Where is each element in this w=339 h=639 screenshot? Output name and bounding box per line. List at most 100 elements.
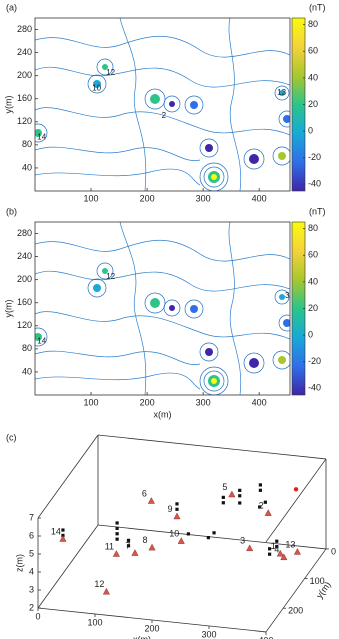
estimate-point xyxy=(115,537,119,541)
x-tick-label: 400 xyxy=(252,193,267,203)
source-label: 9 xyxy=(167,504,172,514)
y-tick-label: 120 xyxy=(17,116,32,126)
colorbar-tick-label: 60 xyxy=(308,46,318,56)
source-point xyxy=(59,535,67,542)
y-tick-label: 280 xyxy=(17,228,32,238)
y-tick-label: 100 xyxy=(310,576,325,586)
source-label: 10 xyxy=(169,529,179,539)
colorbar-tick-label: -40 xyxy=(308,383,321,393)
x-axis-label: x(m) xyxy=(133,634,151,639)
y-tick-label: 200 xyxy=(288,606,303,616)
estimate-point xyxy=(186,532,190,536)
estimate-point xyxy=(238,501,242,505)
colorbar-label: (nT) xyxy=(309,206,326,216)
source-label: 13 xyxy=(285,539,295,549)
y-tick-label: 200 xyxy=(17,70,32,80)
y-tick-label: 120 xyxy=(17,320,32,330)
estimate-point xyxy=(238,488,242,492)
contour-field xyxy=(35,222,290,395)
y-tick-label: 80 xyxy=(22,343,32,353)
estimate-point xyxy=(175,502,179,506)
colorbar-tick-label: 0 xyxy=(308,329,313,339)
z-tick-label: 7 xyxy=(29,512,34,522)
estimate-point xyxy=(115,526,119,530)
colorbar-tick-label: 0 xyxy=(308,125,313,135)
source-point xyxy=(276,549,284,557)
colorbar-tick-label: -20 xyxy=(308,356,321,366)
colorbar-tick-label: 40 xyxy=(308,276,318,286)
source-label: 8 xyxy=(143,535,148,545)
source-point xyxy=(293,487,299,492)
panel-label: (c) xyxy=(6,432,17,442)
y-tick-label: 40 xyxy=(22,162,32,172)
source-label: 5 xyxy=(222,482,227,492)
source-point xyxy=(228,490,236,498)
y-tick-label: 280 xyxy=(17,24,32,34)
y-axis-label: y(m) xyxy=(3,96,13,114)
contour-field xyxy=(35,18,290,191)
y-tick-label: 0 xyxy=(331,546,336,556)
colorbar-tick-label: -40 xyxy=(308,179,321,189)
y-axis-label: y(m) xyxy=(3,300,13,318)
colorbar-tick-label: 40 xyxy=(308,72,318,82)
plot-frame xyxy=(34,221,291,396)
box-edge xyxy=(97,524,327,550)
x-tick-label: 0 xyxy=(35,611,40,621)
estimate-point xyxy=(258,488,262,492)
colorbar-tick-label: 80 xyxy=(308,19,318,29)
estimate-point xyxy=(212,531,216,535)
panel-label: (b) xyxy=(6,206,17,216)
colorbar-tick-label: -20 xyxy=(308,152,321,162)
estimate-point xyxy=(268,547,272,551)
source-point xyxy=(173,512,181,520)
source-point xyxy=(280,553,288,561)
y-tick-label: 80 xyxy=(22,139,32,149)
x-tick-label: 400 xyxy=(252,397,267,407)
source-point xyxy=(177,537,185,544)
y-tick-label: 40 xyxy=(22,366,32,376)
source-label: 11 xyxy=(105,541,114,551)
colorbar-tick-label: 60 xyxy=(308,250,318,260)
y-tick-label: 200 xyxy=(17,274,32,284)
source-label: 1 xyxy=(271,541,276,551)
source-label: 14 xyxy=(51,526,61,536)
source-label: 10 xyxy=(92,83,101,92)
source-label: 7 xyxy=(125,540,130,550)
estimate-point xyxy=(275,545,279,549)
colorbar-tick-label: 80 xyxy=(308,223,318,233)
estimate-point xyxy=(238,494,242,498)
y-tick-label: 240 xyxy=(17,251,32,261)
y-tick-label: 240 xyxy=(17,47,32,57)
estimate-point xyxy=(221,495,225,499)
x-tick-label: 300 xyxy=(196,193,211,203)
source-label: 2 xyxy=(162,111,167,120)
estimate-point xyxy=(268,552,272,556)
source-label: 2 xyxy=(259,501,264,511)
source-label: 14 xyxy=(37,132,46,141)
estimate-point xyxy=(275,539,279,543)
colorbar-tick-label: 20 xyxy=(308,99,318,109)
source-point xyxy=(293,548,301,555)
box-edge xyxy=(37,434,99,519)
source-label: 14 xyxy=(37,336,46,345)
estimate-point xyxy=(258,505,262,509)
x-axis-label: x(m) xyxy=(154,409,172,419)
estimate-point xyxy=(115,521,119,525)
x-tick-label: 100 xyxy=(84,397,99,407)
x-tick-label: 200 xyxy=(140,193,155,203)
colorbar-tick-label: 20 xyxy=(308,303,318,313)
estimate-point xyxy=(206,536,210,540)
y-tick-label: 160 xyxy=(17,93,32,103)
source-point xyxy=(112,550,120,557)
box-edge xyxy=(265,548,327,633)
source-point xyxy=(246,544,254,552)
estimate-point xyxy=(126,538,131,542)
box-edge xyxy=(97,434,327,460)
source-label: 6 xyxy=(142,488,147,498)
z-tick-label: 4 xyxy=(29,566,34,576)
source-point xyxy=(148,543,156,551)
source-label: 12 xyxy=(94,579,104,589)
estimate-point xyxy=(263,500,267,504)
z-tick-label: 3 xyxy=(29,584,34,594)
